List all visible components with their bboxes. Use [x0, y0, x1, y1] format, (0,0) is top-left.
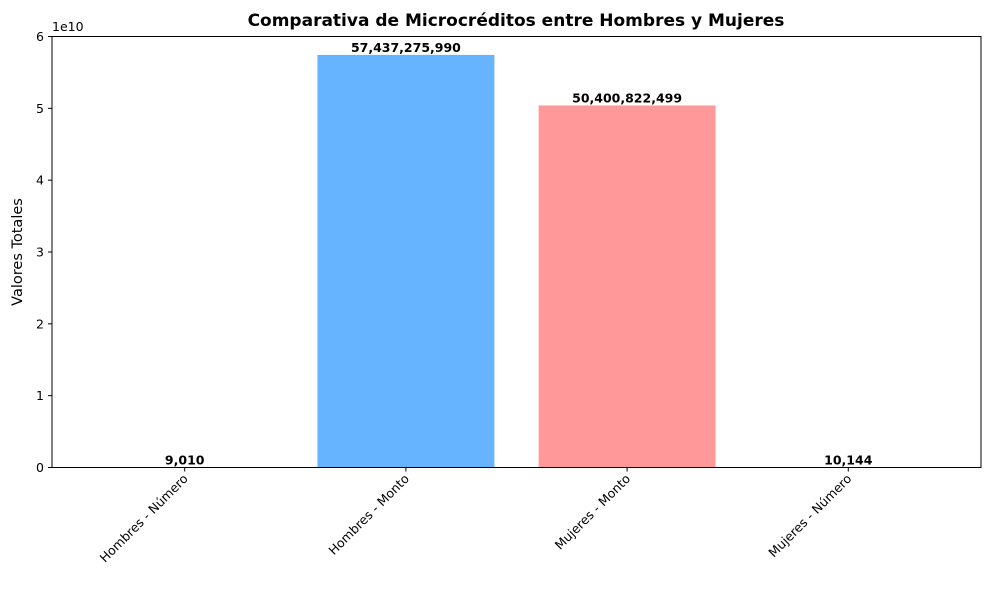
bar-2: [317, 54, 495, 468]
data-label-1: 9,010: [165, 453, 205, 468]
x-axis-ticks: Hombres - Número Hombres - Monto Mujeres -…: [97, 467, 854, 565]
y-axis-offset-label: 1e10: [52, 19, 84, 34]
data-label-4: 10,144: [824, 453, 873, 468]
y-tick-label-6: 5: [36, 101, 44, 116]
y-tick-label-3: 2: [36, 316, 44, 331]
plot-area-frame: [51, 36, 982, 468]
y-tick-label-4: 3: [36, 245, 44, 260]
y-tick-label-2: 1: [36, 388, 44, 403]
y-tick-label-5: 4: [36, 173, 44, 188]
x-tick-label-2: Hombres - Monto: [325, 471, 412, 558]
y-axis-ticks: 0 1 2 3 4 5 6: [36, 29, 52, 475]
chart-title: Comparativa de Microcréditos entre Hombr…: [248, 11, 785, 31]
bar-3: [538, 105, 716, 468]
x-tick-label-4: Mujeres - Número: [765, 471, 854, 560]
data-label-3: 50,400,822,499: [572, 90, 682, 105]
y-tick-label-7: 6: [36, 29, 44, 44]
x-tick-label-3: Mujeres - Monto: [552, 471, 634, 553]
y-tick-label-1: 0: [36, 460, 44, 475]
data-labels-group: 9,010 57,437,275,990 50,400,822,499 10,144: [165, 40, 873, 468]
y-axis-label: Valores Totales: [10, 198, 26, 306]
x-tick-label-1: Hombres - Número: [97, 471, 191, 565]
bars-group: [317, 54, 716, 468]
data-label-2: 57,437,275,990: [351, 40, 461, 55]
